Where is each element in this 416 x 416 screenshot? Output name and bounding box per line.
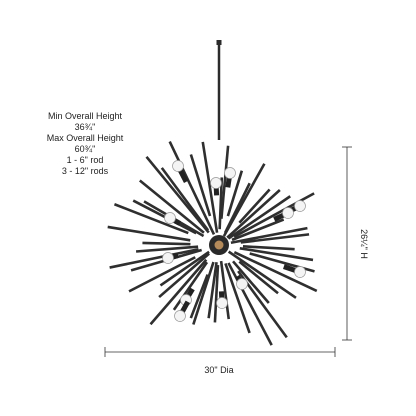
- bulb: [294, 200, 306, 212]
- bulb: [282, 207, 294, 219]
- bulb: [210, 177, 222, 189]
- rod: [230, 226, 308, 245]
- rod: [201, 141, 219, 233]
- center-bulb: [214, 240, 224, 250]
- rod: [227, 262, 273, 346]
- bulb: [164, 212, 176, 224]
- rod: [224, 263, 251, 334]
- bulb: [224, 167, 236, 179]
- rod: [226, 170, 244, 217]
- rod: [158, 252, 210, 299]
- rod: [192, 261, 215, 325]
- rod: [232, 260, 270, 304]
- rod: [189, 154, 212, 217]
- rod: [219, 260, 231, 320]
- rod: [231, 218, 285, 242]
- rod: [207, 262, 218, 319]
- rod: [128, 256, 196, 293]
- bulb: [172, 160, 184, 172]
- rod: [145, 155, 210, 234]
- note-line: Max Overall Height: [47, 133, 124, 143]
- bulb: [162, 252, 174, 264]
- canopy: [216, 40, 222, 45]
- bulb: [174, 310, 186, 322]
- rod: [149, 258, 208, 326]
- chandelier: [107, 40, 318, 346]
- rod: [240, 233, 310, 244]
- rod: [107, 225, 191, 242]
- rod: [242, 245, 295, 251]
- note-line: 36¾": [75, 122, 96, 132]
- note-line: Min Overall Height: [48, 111, 123, 121]
- rod: [213, 264, 220, 323]
- rod: [238, 188, 271, 224]
- rod: [159, 250, 210, 287]
- bulb: [216, 297, 228, 309]
- note-line: 3 - 12" rods: [62, 166, 109, 176]
- rod: [109, 247, 199, 269]
- rod: [160, 167, 210, 232]
- bulb: [236, 278, 248, 290]
- width-label: 30" Dia: [204, 365, 233, 375]
- rod: [113, 203, 189, 235]
- bulb: [294, 266, 306, 278]
- rod: [233, 251, 318, 293]
- rod: [189, 274, 209, 319]
- height-label: 26¼" H: [359, 229, 369, 259]
- rod: [139, 179, 205, 234]
- rod: [227, 195, 291, 240]
- rod: [168, 140, 216, 235]
- rod: [220, 145, 230, 219]
- rod: [227, 250, 297, 299]
- note-line: 1 - 6" rod: [67, 155, 104, 165]
- rod: [135, 245, 199, 253]
- rod: [218, 177, 224, 230]
- rod: [239, 247, 314, 262]
- rod: [142, 241, 191, 246]
- rod: [226, 189, 281, 239]
- rod: [238, 260, 279, 295]
- rod: [172, 261, 209, 311]
- rod: [222, 163, 266, 237]
- note-line: 60¾": [75, 144, 96, 154]
